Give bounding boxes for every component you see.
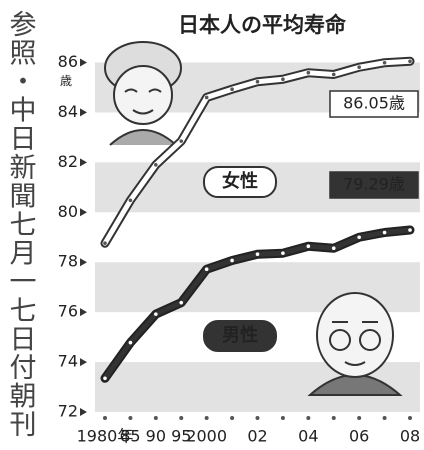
tick-mark [80,208,87,217]
x-tick-label: 90 [146,427,166,446]
point [103,241,107,246]
point [382,60,387,65]
y-tick-label: 86 [58,52,78,71]
point [255,252,260,257]
y-tick-label: 76 [58,302,78,321]
x-tick-mark [153,416,158,420]
x-tick-label: 08 [400,427,420,446]
value-label: 86.05歳 [343,94,405,113]
point [331,246,336,251]
x-tick-mark [255,416,260,420]
x-tick-label: 85 [120,427,140,446]
series-name-box [203,166,277,198]
value-label-box [329,171,419,199]
y-tick-label: 80 [58,202,78,221]
point [331,72,336,77]
y-tick-label: 72 [58,402,78,421]
tick-mark [80,108,87,117]
point [255,79,260,84]
point [357,235,361,240]
x-tick-mark [230,416,235,420]
x-tick-mark [103,416,107,420]
series-name: 女性 [222,170,258,192]
chart-title: 日本人の平均寿命 [178,13,347,37]
point [103,376,107,381]
x-tick-label: 04 [298,427,318,446]
point [154,312,158,316]
point [306,70,311,75]
point [408,228,412,232]
y-tick-label: 74 [58,352,78,371]
x-tick-mark [204,416,209,420]
point [179,300,184,305]
point [357,65,361,70]
x-tick-label: 02 [247,427,267,446]
point [230,258,234,263]
x-tick-label: 06 [349,427,369,446]
value-label: 79.29歳 [343,175,405,194]
tick-mark [80,358,87,367]
point [382,230,387,235]
point [306,244,311,249]
y-tick-label: 84 [58,102,78,121]
x-tick-mark [128,416,133,420]
x-tick-label: 95 [171,427,191,446]
point [204,95,209,100]
woman-icon [104,41,182,146]
tick-mark [80,408,87,416]
tick-mark [80,58,87,67]
point [128,198,133,203]
x-tick-label: 2000 [186,427,227,446]
tick-mark [80,258,87,267]
y-unit: 歳 [60,74,72,88]
man-icon [307,292,403,396]
x-tick-mark [280,416,285,420]
source-note: 参照・中日新聞七月一七日付朝刊 [5,10,37,439]
point [179,139,184,143]
point [204,267,209,272]
series-name-box [203,320,277,352]
x-tick-mark [382,416,387,420]
point [281,251,285,256]
value-label-box [329,90,419,118]
x-tick-mark [306,416,311,420]
tick-mark [80,158,87,167]
x-tick-mark [179,416,184,420]
x-tick-mark [331,416,336,420]
point [408,59,412,64]
point [281,77,285,82]
tick-mark [80,308,87,317]
y-tick-label: 78 [58,252,78,271]
y-tick-label: 82 [58,152,78,171]
point [128,340,133,345]
x-tick-label: 1980年 [77,427,134,446]
point [154,163,158,167]
series-name: 男性 [222,324,258,346]
x-tick-mark [357,416,362,420]
x-tick-mark [408,416,412,420]
point [230,87,234,92]
